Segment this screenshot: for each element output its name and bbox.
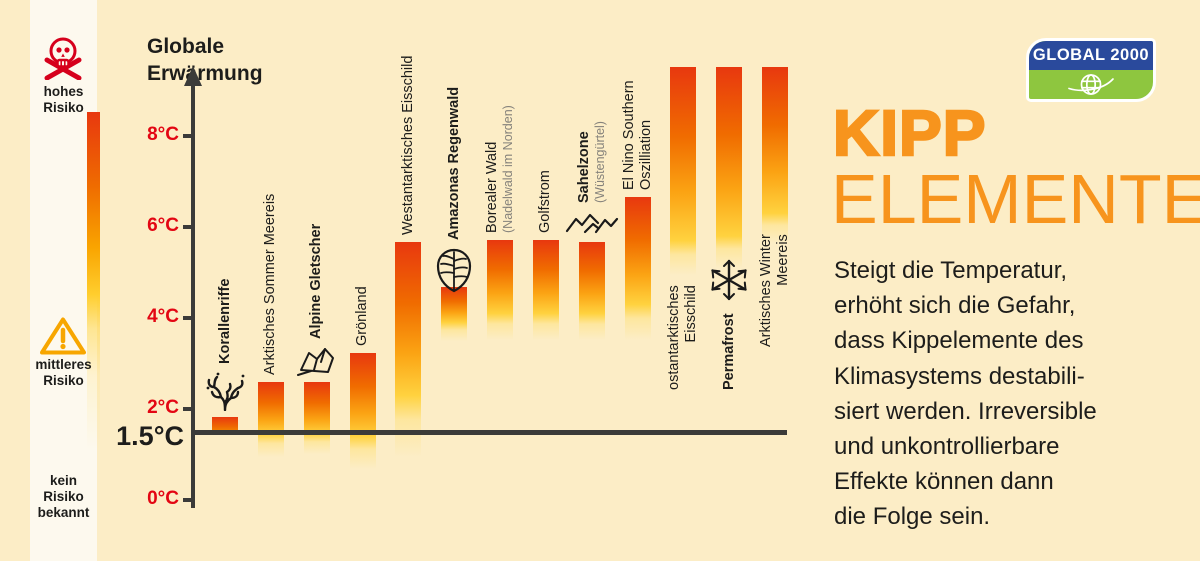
y-tick-label: 2°C: [147, 396, 179, 418]
y-tick-label: 8°C: [147, 123, 179, 145]
bar-alpine-gletscher: [303, 381, 330, 455]
bar-label-line: El Nino Southern: [620, 80, 637, 191]
no-risk-label: kein Risiko bekannt: [37, 473, 90, 520]
bar-arktisches-winter-meereis: [762, 67, 788, 243]
bar-label-line: Permafrost: [720, 313, 737, 390]
bar-label-line: Korallenriffe: [216, 278, 233, 364]
sahel-icon: [565, 210, 619, 241]
baseline-1-5c-line: [191, 430, 787, 435]
leaf-icon: [434, 247, 474, 298]
bar-golfstrom: [532, 240, 559, 340]
bar-el-nino-southern-oszilliation: [624, 197, 651, 340]
bar-amazonas-regenwald: [441, 287, 468, 341]
paragraph-line: Effekte können dann: [834, 468, 1054, 496]
logo-wordmark: GLOBAL 2000: [1029, 41, 1153, 70]
bar-sahelzone: [578, 241, 605, 340]
page-title-elemente: ELEMENTE: [831, 160, 1200, 238]
skull-crossbones-icon: [41, 34, 85, 85]
bar-permafrost: [716, 67, 743, 268]
bar-westantarktisches-eisschild: [395, 241, 422, 457]
y-axis-line: [191, 84, 195, 508]
bar-label-permafrost: Permafrost: [721, 313, 738, 390]
paragraph-line: siert werden. Irreversible: [834, 397, 1097, 425]
bar-label-line: Golfstrom: [537, 170, 554, 234]
bar-ostantarktisches-eisschild: [670, 67, 697, 275]
bar-label-line: Sahelzone: [575, 130, 592, 203]
bar-label-amazonas-regenwald: Amazonas Regenwald: [446, 87, 463, 240]
glacier-icon: [296, 346, 337, 381]
y-tick-label: 4°C: [147, 305, 179, 327]
bar-label-korallenriffe: Korallenriffe: [217, 278, 234, 363]
paragraph-line: dass Kippelemente des: [834, 327, 1084, 355]
axis-title: Globale Erwärmung: [147, 35, 263, 85]
y-axis-tick: [183, 406, 191, 411]
bar-label-el-nino-southern-oszilliation: El Nino Southern Oszilliation: [621, 80, 655, 190]
axis-arrow-icon: [184, 66, 202, 86]
bar-label-golfstrom: Golfstrom: [537, 171, 554, 234]
global-2000-logo: GLOBAL 2000: [1026, 38, 1156, 102]
bar-label-line: Amazonas Regenwald: [445, 87, 462, 241]
baseline-label: 1.5°C: [116, 421, 184, 451]
high-risk-label: hohes Risiko: [43, 84, 84, 115]
bar-label-ostantarktisches-eisschild: ostantarktisches Eisschild: [666, 285, 700, 390]
paragraph-line: die Folge sein.: [834, 503, 991, 531]
y-axis-tick: [183, 133, 191, 138]
bar-label-subtitle: (Nadelwald im Norden): [501, 105, 515, 234]
bar-borealer-wald: [487, 240, 513, 340]
bar-label-groenland: Grönland: [354, 287, 371, 347]
bar-label-sahelzone: Sahelzone (Wüstengürtel): [576, 121, 608, 203]
risk-legend-panel: hohes Risiko mittleres Risiko kein Risik…: [30, 0, 100, 561]
paragraph-line: erhöht sich die Gefahr,: [834, 292, 1076, 320]
bar-label-westantarktisches-eisschild: Westantarktisches Eisschild: [400, 55, 417, 234]
paragraph-line: Steigt die Temperatur,: [834, 257, 1068, 284]
snowflake-icon: [709, 258, 749, 307]
bar-arktisches-sommer-meereis: [257, 381, 284, 457]
bar-label-line: Eisschild: [683, 285, 700, 343]
bar-label-line: ostantarktisches: [666, 285, 683, 390]
bar-label-line: Borealer Wald: [484, 142, 500, 234]
bar-label-borealer-wald: Borealer Wald (Nadelwald im Norden): [484, 106, 516, 234]
bar-label-line: Meereis: [775, 234, 791, 286]
bar-label-subtitle: (Wüstengürtel): [592, 120, 607, 203]
risk-gradient-bar: [87, 112, 100, 450]
y-axis-tick: [183, 224, 191, 229]
bar-label-line: Oszilliation: [637, 119, 654, 191]
bar-label-line: Arktisches Sommer Meereis: [262, 193, 279, 375]
y-axis-tick: [183, 498, 191, 502]
bar-label-alpine-gletscher: Alpine Gletscher: [308, 223, 325, 338]
paragraph-line: und unkontrollierbare: [834, 433, 1060, 461]
bar-label-line: Westantarktisches Eisschild: [399, 55, 416, 235]
bar-label-line: Arktisches Winter: [758, 234, 774, 347]
warning-triangle-icon: [40, 316, 86, 361]
paragraph-line: Klimasystems destabili-: [834, 362, 1085, 390]
y-tick-label: 6°C: [147, 214, 179, 236]
bar-label-line: Grönland: [354, 286, 370, 347]
page-title-kipp: KIPP: [832, 97, 987, 169]
bar-label-arktisches-sommer-meereis: Arktisches Sommer Meereis: [262, 193, 279, 374]
bar-groenland: [349, 353, 376, 469]
bar-label-line: Alpine Gletscher: [308, 223, 325, 339]
globe-icon: [1029, 70, 1153, 99]
y-tick-label: 0°C: [147, 488, 179, 509]
medium-risk-label: mittleres Risiko: [35, 357, 92, 388]
coral-icon: [204, 371, 246, 416]
description-paragraph: Steigt die Temperatur, erhöht sich die Ge…: [834, 253, 1194, 535]
bar-label-arktisches-winter-meereis: Arktisches Winter Meereis: [758, 234, 792, 347]
y-axis-tick: [183, 315, 191, 320]
